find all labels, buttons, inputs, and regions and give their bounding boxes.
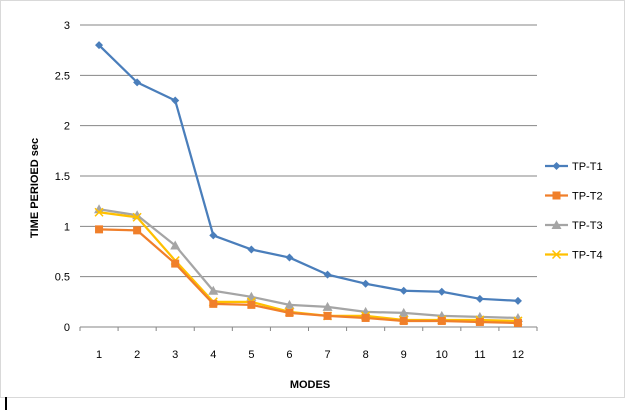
series-tp-t1	[95, 41, 522, 305]
legend-label: TP-T3	[572, 220, 603, 232]
x-tick-label: 3	[172, 349, 178, 361]
legend-item: TP-T4	[545, 250, 603, 262]
data-point	[513, 318, 522, 327]
data-point	[398, 307, 409, 317]
data-point	[94, 207, 104, 217]
data-point	[95, 41, 104, 50]
legend-marker	[551, 220, 562, 229]
x-tick-label: 2	[134, 349, 140, 361]
legend-item: TP-T3	[545, 220, 603, 232]
data-point	[322, 301, 333, 311]
x-tick-labels: 1 2 3 4 5 6 7 8 9 10 11 12	[96, 349, 524, 361]
x-axis-title: MODES	[290, 379, 330, 391]
legend-marker	[551, 249, 562, 260]
data-point	[323, 270, 332, 279]
series-tp-t2	[95, 225, 522, 327]
legend-label: TP-T4	[572, 250, 603, 262]
legend-marker	[552, 191, 561, 200]
x-tick-label: 5	[248, 349, 254, 361]
data-point	[323, 311, 332, 320]
data-point	[284, 299, 295, 309]
legend-label: TP-T1	[572, 161, 603, 173]
series-line	[99, 228, 518, 325]
gridlines	[79, 24, 538, 331]
x-tick-label: 10	[436, 349, 448, 361]
data-point	[133, 226, 142, 235]
data-point	[285, 253, 294, 262]
y-tick-label: 1.5	[55, 171, 70, 183]
x-tick-label: 7	[324, 349, 330, 361]
data-point	[95, 225, 104, 234]
series-tp-t3	[94, 204, 523, 322]
data-point	[170, 240, 181, 250]
y-tick-label: 1	[64, 221, 70, 233]
x-tick-label: 4	[210, 349, 216, 361]
data-point	[399, 286, 408, 295]
x-tick-label: 1	[96, 349, 102, 361]
y-axis-title: TIME PERIOED sec	[29, 138, 41, 238]
data-point	[437, 287, 446, 296]
x-tick-label: 8	[363, 349, 369, 361]
data-point	[171, 96, 180, 105]
data-point	[361, 313, 370, 322]
y-tick-label: 0	[64, 322, 70, 334]
legend: TP-T1 TP-T2 TP-T3 TP-T4	[545, 161, 603, 262]
legend-marker	[552, 162, 561, 170]
data-point	[513, 296, 522, 305]
data-point	[132, 212, 142, 222]
y-tick-label: 0.5	[55, 272, 70, 284]
series-line	[98, 44, 519, 302]
data-point	[247, 245, 256, 254]
data-point	[437, 316, 446, 325]
data-point	[94, 204, 105, 214]
x-tick-label: 11	[474, 349, 485, 361]
data-point	[361, 279, 370, 288]
series-lines	[94, 41, 523, 327]
x-tick-label: 6	[286, 349, 292, 361]
data-point	[209, 299, 218, 308]
y-tick-label: 2.5	[55, 70, 70, 82]
data-point	[133, 78, 142, 87]
y-tick-labels: 0 0.5 1 1.5 2 2.5 3	[55, 20, 70, 334]
series-line	[98, 208, 518, 320]
legend-item: TP-T1	[545, 161, 603, 173]
legend-item: TP-T2	[545, 191, 603, 203]
y-tick-label: 3	[64, 20, 70, 32]
data-point	[475, 317, 484, 326]
data-point	[209, 231, 218, 240]
chart-frame	[0, 0, 625, 398]
data-point	[208, 285, 219, 295]
x-tick-label: 12	[512, 349, 524, 361]
data-point	[171, 259, 180, 268]
x-tick-label: 9	[401, 349, 407, 361]
y-tick-label: 2	[64, 121, 70, 133]
data-point	[285, 308, 294, 317]
data-point	[475, 294, 484, 303]
data-point	[247, 300, 256, 309]
data-point	[399, 316, 408, 325]
legend-label: TP-T2	[572, 191, 603, 203]
text-cursor	[5, 397, 7, 410]
